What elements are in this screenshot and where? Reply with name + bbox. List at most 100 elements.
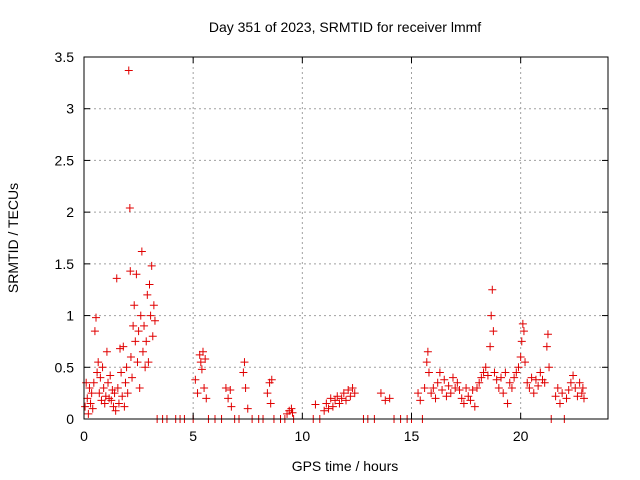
data-point [487,311,496,320]
data-point [144,358,153,367]
data-point [331,396,340,405]
data-point [147,261,156,270]
data-point [113,383,122,392]
data-point [519,327,528,336]
y-tick-label: 2.5 [55,152,75,168]
data-point [464,392,473,401]
data-point [288,408,297,417]
data-point [376,389,385,398]
data-point [564,386,573,395]
data-point [99,383,108,392]
y-tick-label: 1.5 [55,256,75,272]
data-point [569,371,578,380]
data-point [128,373,137,382]
data-point [90,327,99,336]
data-point [385,394,394,403]
x-axis-label: GPS time / hours [292,458,399,474]
data-point [98,363,107,372]
data-point [92,313,101,322]
data-point [475,378,484,387]
data-point [542,342,551,351]
data-point [427,389,436,398]
data-point [198,347,207,356]
data-point [136,311,145,320]
data-point [200,383,209,392]
data-point [566,378,575,387]
data-point [94,358,103,367]
data-point [423,347,432,356]
data-point [551,392,560,401]
data-point [137,247,146,256]
data-point [95,389,104,398]
data-point [525,383,534,392]
data-point [348,383,357,392]
data-point [518,319,527,328]
grid [84,57,608,419]
data-point [132,270,141,279]
y-tick-label: 3.5 [55,49,75,65]
data-point [575,378,584,387]
data-point [125,204,134,213]
x-axis-ticks: 0 5 10 15 20 [80,57,529,444]
data-point [444,381,453,390]
data-point [148,332,157,341]
data-point [121,378,130,387]
data-point [320,406,329,415]
x-tick-label: 5 [189,428,197,444]
data-point [562,394,571,403]
data-point [140,321,149,330]
data-point [350,389,359,398]
data-point [116,344,125,353]
data-point [266,399,275,408]
data-point [553,383,562,392]
data-point [112,274,121,283]
data-point [142,337,151,346]
data-point [131,337,140,346]
data-point [88,404,97,413]
data-point [193,389,202,398]
data-point [462,383,471,392]
data-point [263,389,272,398]
x-tick-label: 0 [80,428,88,444]
data-point [227,402,236,411]
y-tick-label: 2 [66,204,74,220]
data-point [130,301,139,310]
data-point [435,368,444,377]
y-tick-label: 0.5 [55,359,75,375]
data-point [481,363,490,372]
data-point [311,400,320,409]
data-point [202,394,211,403]
x-tick-label: 20 [513,428,529,444]
data-point [505,378,514,387]
data-point [138,347,147,356]
x-tick-label: 15 [404,428,420,444]
data-point [468,386,477,395]
data-point [473,383,481,392]
data-point [470,402,479,411]
data-point [414,389,423,398]
data-point [339,389,348,398]
y-axis-label: SRMTID / TECUs [5,183,21,293]
data-point [489,327,498,336]
y-tick-label: 1 [66,308,74,324]
data-point [120,402,129,411]
data-point [529,389,538,398]
data-point [579,394,588,403]
data-point [517,337,526,346]
data-point [150,316,159,325]
data-point [578,383,587,392]
data-point [129,321,138,330]
data-point [510,373,519,382]
chart-title: Day 351 of 2023, SRMTID for receiver lmm… [209,19,481,35]
y-axis-ticks: 0 0.5 1 1.5 2 2.5 3 3.5 [55,49,608,427]
data-point [145,280,154,289]
data-point [440,375,449,384]
data-point [118,392,127,401]
data-point [543,330,552,339]
data-point [486,342,495,351]
data-point [326,394,335,403]
data-point [521,358,530,367]
data-point [123,389,132,398]
data-point [114,399,123,408]
